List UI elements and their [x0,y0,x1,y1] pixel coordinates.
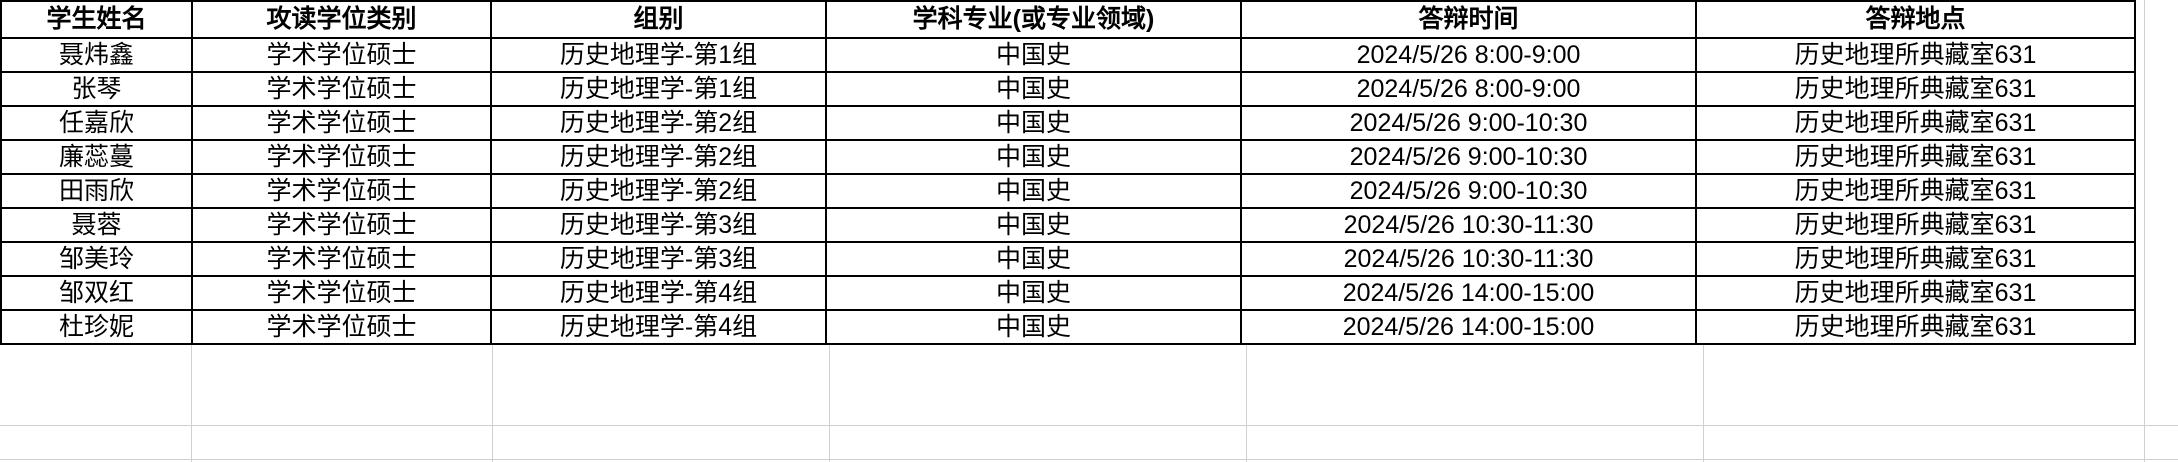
column-header-student-name: 学生姓名 [0,0,193,39]
table-row: 聂炜鑫 学术学位硕士 历史地理学-第1组 中国史 2024/5/26 8:00-… [0,37,2136,73]
cell-group: 历史地理学-第1组 [490,71,827,107]
cell-group: 历史地理学-第1组 [490,37,827,73]
cell-degree-type: 学术学位硕士 [191,275,492,311]
cell-student-name: 张琴 [0,71,193,107]
cell-student-name: 田雨欣 [0,173,193,209]
cell-major: 中国史 [825,309,1242,345]
table-row: 张琴 学术学位硕士 历史地理学-第1组 中国史 2024/5/26 8:00-9… [0,71,2136,107]
cell-degree-type: 学术学位硕士 [191,241,492,277]
cell-major: 中国史 [825,275,1242,311]
cell-defense-place: 历史地理所典藏室631 [1695,105,2136,141]
cell-student-name: 任嘉欣 [0,105,193,141]
column-header-group: 组别 [490,0,827,39]
cell-student-name: 聂蓉 [0,207,193,243]
cell-defense-time: 2024/5/26 10:30-11:30 [1240,207,1697,243]
cell-defense-time: 2024/5/26 8:00-9:00 [1240,37,1697,73]
cell-defense-place: 历史地理所典藏室631 [1695,275,2136,311]
sheet-gridline-vertical [2144,0,2145,462]
cell-group: 历史地理学-第3组 [490,207,827,243]
sheet-gridline-horizontal [0,459,2178,460]
cell-student-name: 邹双红 [0,275,193,311]
table-row: 邹美玲 学术学位硕士 历史地理学-第3组 中国史 2024/5/26 10:30… [0,241,2136,277]
cell-major: 中国史 [825,139,1242,175]
sheet-gridline-horizontal [0,425,2178,426]
cell-major: 中国史 [825,241,1242,277]
cell-defense-place: 历史地理所典藏室631 [1695,71,2136,107]
column-header-defense-place: 答辩地点 [1695,0,2136,39]
cell-defense-place: 历史地理所典藏室631 [1695,207,2136,243]
cell-group: 历史地理学-第4组 [490,309,827,345]
cell-group: 历史地理学-第3组 [490,241,827,277]
cell-student-name: 廉蕊蔓 [0,139,193,175]
cell-degree-type: 学术学位硕士 [191,139,492,175]
cell-group: 历史地理学-第2组 [490,139,827,175]
cell-degree-type: 学术学位硕士 [191,71,492,107]
table-row: 聂蓉 学术学位硕士 历史地理学-第3组 中国史 2024/5/26 10:30-… [0,207,2136,243]
cell-student-name: 聂炜鑫 [0,37,193,73]
cell-defense-time: 2024/5/26 8:00-9:00 [1240,71,1697,107]
cell-defense-place: 历史地理所典藏室631 [1695,139,2136,175]
cell-degree-type: 学术学位硕士 [191,309,492,345]
cell-degree-type: 学术学位硕士 [191,207,492,243]
table-row: 任嘉欣 学术学位硕士 历史地理学-第2组 中国史 2024/5/26 9:00-… [0,105,2136,141]
cell-major: 中国史 [825,173,1242,209]
cell-defense-time: 2024/5/26 9:00-10:30 [1240,105,1697,141]
cell-defense-place: 历史地理所典藏室631 [1695,37,2136,73]
cell-group: 历史地理学-第2组 [490,105,827,141]
table-row: 杜珍妮 学术学位硕士 历史地理学-第4组 中国史 2024/5/26 14:00… [0,309,2136,345]
cell-defense-time: 2024/5/26 9:00-10:30 [1240,139,1697,175]
cell-defense-time: 2024/5/26 9:00-10:30 [1240,173,1697,209]
cell-major: 中国史 [825,37,1242,73]
column-header-defense-time: 答辩时间 [1240,0,1697,39]
column-header-degree-type: 攻读学位类别 [191,0,492,39]
cell-major: 中国史 [825,207,1242,243]
cell-student-name: 杜珍妮 [0,309,193,345]
cell-defense-place: 历史地理所典藏室631 [1695,173,2136,209]
table-row: 廉蕊蔓 学术学位硕士 历史地理学-第2组 中国史 2024/5/26 9:00-… [0,139,2136,175]
cell-major: 中国史 [825,71,1242,107]
cell-defense-time: 2024/5/26 14:00-15:00 [1240,275,1697,311]
cell-degree-type: 学术学位硕士 [191,37,492,73]
cell-group: 历史地理学-第4组 [490,275,827,311]
table-row: 田雨欣 学术学位硕士 历史地理学-第2组 中国史 2024/5/26 9:00-… [0,173,2136,209]
cell-degree-type: 学术学位硕士 [191,105,492,141]
cell-major: 中国史 [825,105,1242,141]
cell-defense-place: 历史地理所典藏室631 [1695,241,2136,277]
thesis-defense-schedule-table: 学生姓名 攻读学位类别 组别 学科专业(或专业领域) 答辩时间 答辩地点 聂炜鑫… [0,0,2136,345]
cell-defense-place: 历史地理所典藏室631 [1695,309,2136,345]
cell-group: 历史地理学-第2组 [490,173,827,209]
cell-student-name: 邹美玲 [0,241,193,277]
table-row: 邹双红 学术学位硕士 历史地理学-第4组 中国史 2024/5/26 14:00… [0,275,2136,311]
cell-defense-time: 2024/5/26 14:00-15:00 [1240,309,1697,345]
column-header-major: 学科专业(或专业领域) [825,0,1242,39]
cell-degree-type: 学术学位硕士 [191,173,492,209]
cell-defense-time: 2024/5/26 10:30-11:30 [1240,241,1697,277]
table-header-row: 学生姓名 攻读学位类别 组别 学科专业(或专业领域) 答辩时间 答辩地点 [0,0,2136,39]
